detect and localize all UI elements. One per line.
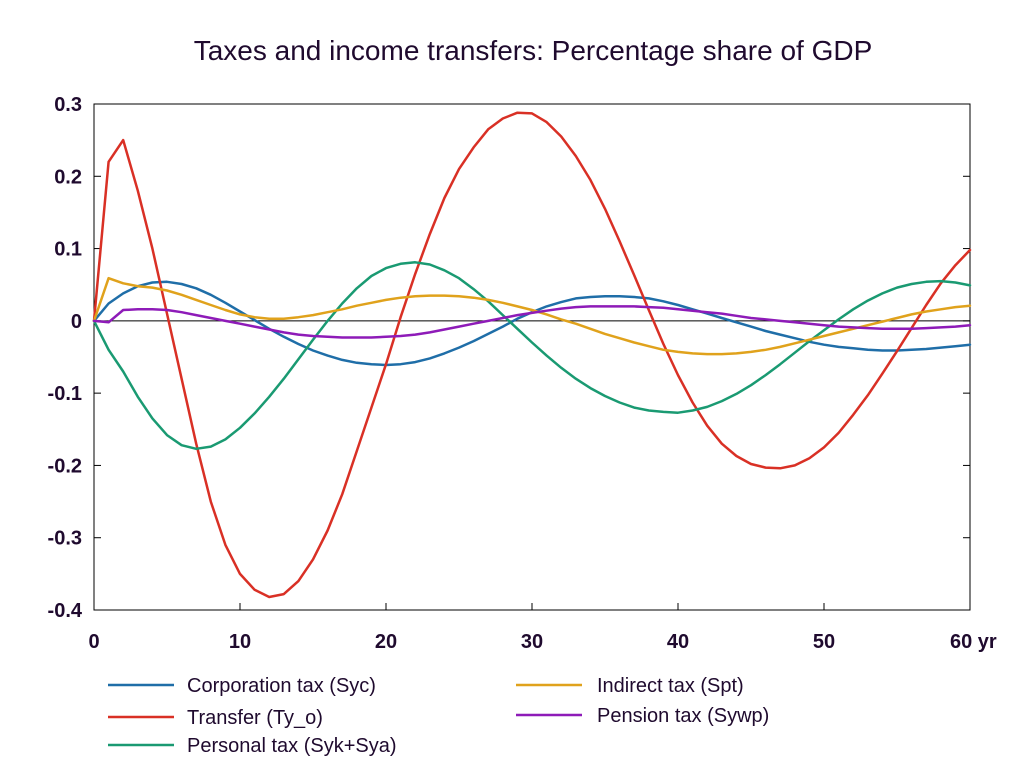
y-tick-label: 0.1 — [54, 239, 82, 261]
series-line-1 — [92, 280, 972, 367]
series-lines — [92, 111, 972, 599]
x-tick-label: 20 — [375, 631, 397, 653]
legend-label-2: Transfer (Ty_o) — [187, 707, 323, 729]
y-axis: 0.3 0.2 0.1 0 -0.1 -0.2 -0.3 -0.4 — [48, 94, 970, 622]
series-line-4 — [92, 276, 972, 356]
plot-frame — [93, 103, 971, 611]
legend-label-5: Pension tax (Sywp) — [597, 705, 769, 727]
y-tick-label: -0.1 — [48, 383, 82, 405]
y-tick-label: -0.4 — [48, 600, 83, 622]
y-tick-label: 0 — [71, 311, 82, 333]
x-tick-label: 10 — [229, 631, 251, 653]
legend: Corporation tax (Syc) Transfer (Ty_o) Pers… — [108, 675, 769, 757]
y-tick-label: 0.3 — [54, 94, 82, 116]
x-tick-label: 0 — [88, 631, 99, 653]
y-tick-label: -0.2 — [48, 455, 82, 477]
legend-label-3: Personal tax (Syk+Sya) — [187, 735, 397, 757]
y-tick-label: -0.3 — [48, 528, 82, 550]
x-tick-label: 30 — [521, 631, 543, 653]
series-line-5 — [92, 305, 972, 339]
x-tick-label: 60 yr — [950, 631, 997, 653]
legend-label-4: Indirect tax (Spt) — [597, 675, 744, 697]
series-line-2 — [92, 111, 972, 599]
x-tick-label: 50 — [813, 631, 835, 653]
x-axis: 0 10 20 30 40 50 60 yr — [88, 603, 997, 653]
x-tick-label: 40 — [667, 631, 689, 653]
y-tick-label: 0.2 — [54, 166, 82, 188]
chart-title: Taxes and income transfers: Percentage s… — [194, 35, 873, 66]
series-line-3 — [92, 261, 972, 451]
legend-label-1: Corporation tax (Syc) — [187, 675, 376, 697]
